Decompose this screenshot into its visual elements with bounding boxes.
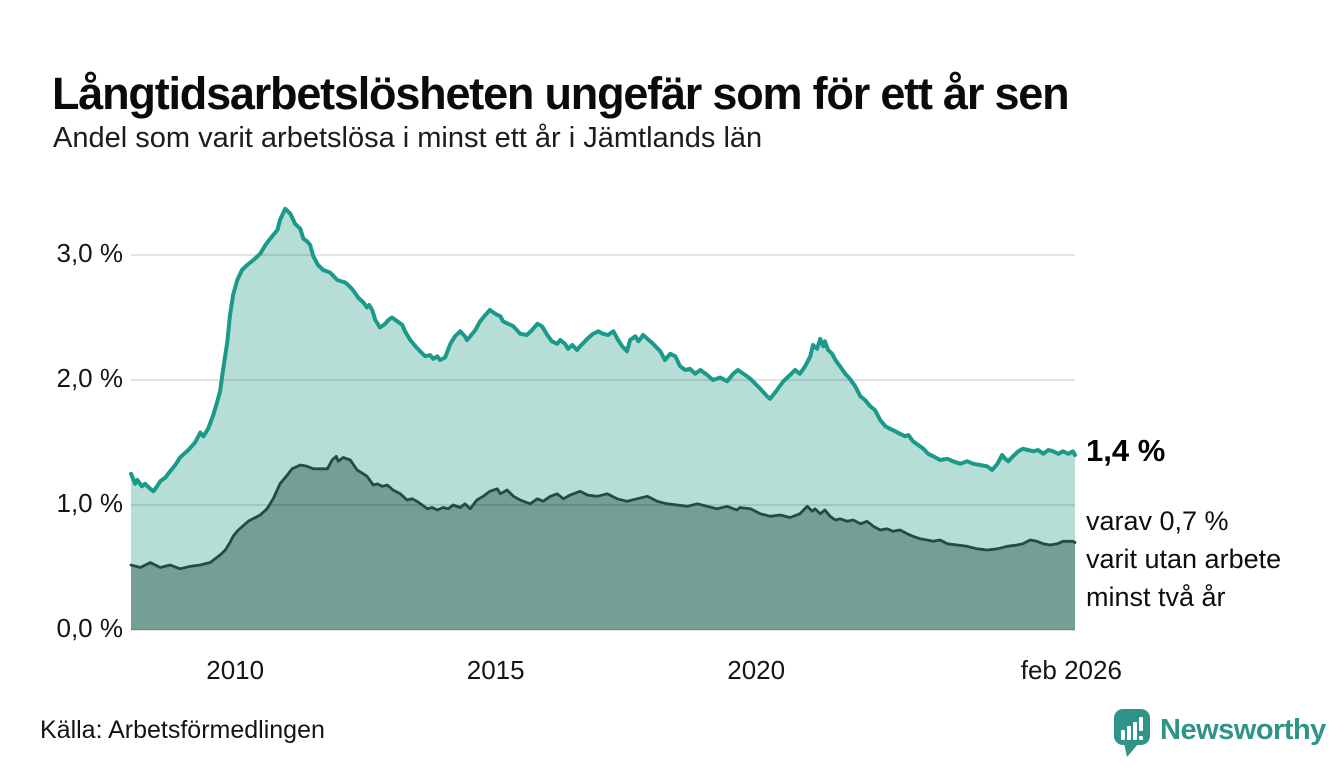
x-tick-label: 2010: [206, 655, 265, 685]
newsworthy-logo: Newsworthy: [1113, 708, 1326, 758]
chart-subtitle: Andel som varit arbetslösa i minst ett å…: [53, 122, 763, 154]
x-tick-label: 2015: [466, 655, 525, 685]
x-tick-label: 2020: [727, 655, 786, 685]
line-series-1: [129, 454, 1077, 571]
breakdown-annotation: varav 0,7 % varit utan arbete minst två …: [1086, 506, 1282, 612]
newsworthy-bar-chart-pin-icon: [1114, 709, 1150, 757]
y-tick-label: 0,0 %: [56, 613, 124, 643]
y-tick-label: 3,0 %: [56, 238, 124, 268]
area-series-1: [131, 456, 1075, 630]
line-series-0: [129, 206, 1077, 494]
chart-title: Långtidsarbetslösheten ungefär som för e…: [52, 68, 1070, 120]
y-tick-label: 2,0 %: [56, 363, 124, 393]
latest-value-label: 1,4 %: [1086, 433, 1166, 468]
source-note: Källa: Arbetsförmedlingen: [40, 716, 325, 744]
newsworthy-wordmark: Newsworthy: [1160, 714, 1326, 746]
x-tick-label: feb 2026: [1020, 655, 1122, 685]
y-tick-label: 1,0 %: [56, 488, 124, 518]
